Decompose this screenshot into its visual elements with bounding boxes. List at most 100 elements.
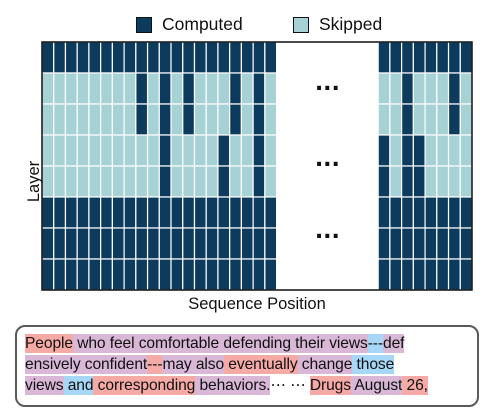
- heatmap-cell: [41, 258, 55, 291]
- heatmap-cell: [88, 134, 102, 167]
- heatmap-cell: [217, 134, 231, 167]
- heatmap-cell: [158, 196, 172, 229]
- heatmap-cell: [240, 227, 254, 260]
- heatmap-cell: [401, 103, 414, 136]
- heatmap-cell: [401, 134, 414, 167]
- heatmap-cell: [264, 258, 278, 291]
- heatmap-cell: [447, 258, 461, 291]
- heatmap-cell: [205, 72, 219, 105]
- heatmap-cell: [64, 165, 78, 198]
- heatmap-cell: [88, 41, 102, 74]
- heatmap-cell: [193, 41, 207, 74]
- heatmap-cell: [240, 134, 254, 167]
- heatmap-cell: [64, 227, 78, 260]
- heatmap-cell: [123, 196, 137, 229]
- heatmap-cell: [193, 258, 207, 291]
- heatmap-cell: [100, 165, 113, 198]
- heatmap-cell: [447, 134, 461, 167]
- heatmap-cell: [229, 103, 243, 136]
- heatmap-cell: [100, 227, 113, 260]
- heatmap-frame: [41, 41, 473, 291]
- heatmap-cell: [100, 103, 113, 136]
- heatmap-cell: [389, 134, 403, 167]
- heatmap-cell: [88, 165, 102, 198]
- heatmap-cell: [146, 196, 160, 229]
- y-axis-label: Layer: [25, 160, 44, 202]
- heatmap-cell: [240, 258, 254, 291]
- heatmap-cell: [240, 41, 254, 74]
- heatmap-cell: [41, 72, 55, 105]
- heatmap-cell: [229, 227, 243, 260]
- heatmap-cell: [252, 134, 266, 167]
- heatmap-cell: [76, 103, 90, 136]
- token: ---: [367, 334, 383, 353]
- heatmap-cell: [182, 227, 196, 260]
- heatmap-cell: [158, 72, 172, 105]
- heatmap-cell: [135, 196, 149, 229]
- gap-ellipsis: ...: [315, 71, 340, 96]
- heatmap-cell: [170, 227, 184, 260]
- heatmap-cell: [412, 103, 426, 136]
- heatmap-cell: [459, 227, 473, 260]
- gap-ellipsis: ...: [315, 219, 340, 244]
- heatmap-cell: [252, 72, 266, 105]
- token: eventually: [224, 355, 298, 374]
- heatmap-cell: [264, 41, 278, 74]
- legend-label-skipped: Skipped: [319, 14, 383, 34]
- heatmap-cell: [41, 41, 55, 74]
- gap-ellipsis: ...: [315, 147, 340, 172]
- heatmap-cell: [412, 134, 426, 167]
- heatmap-cell: [424, 103, 438, 136]
- heatmap-cell: [264, 165, 278, 198]
- heatmap-cell: [76, 196, 90, 229]
- heatmap-cell: [53, 72, 67, 105]
- heatmap-cell: [182, 165, 196, 198]
- heatmap-cell: [217, 258, 231, 291]
- heatmap-cell: [436, 103, 450, 136]
- heatmap-cell: [135, 258, 149, 291]
- heatmap-cell: [205, 103, 219, 136]
- heatmap-cell: [53, 134, 67, 167]
- heatmap-cell: [123, 258, 137, 291]
- heatmap-cell: [53, 41, 67, 74]
- heatmap-cell: [447, 72, 461, 105]
- heatmap-cell: [424, 72, 438, 105]
- heatmap-gap: [277, 42, 378, 290]
- heatmap-cell: [158, 134, 172, 167]
- heatmap-cell: [170, 72, 184, 105]
- heatmap-cell: [252, 41, 266, 74]
- heatmap-cell: [170, 41, 184, 74]
- heatmap-cell: [193, 227, 207, 260]
- heatmap-cell: [170, 165, 184, 198]
- heatmap-cell: [182, 41, 196, 74]
- heatmap-cell: [146, 103, 160, 136]
- heatmap-cell: [389, 165, 403, 198]
- token-line: ensively confident---may also eventually…: [25, 354, 469, 375]
- heatmap-cell: [436, 72, 450, 105]
- heatmap-cell: [424, 258, 438, 291]
- heatmap-cell: [76, 134, 90, 167]
- heatmap-cell: [240, 103, 254, 136]
- heatmap-cell: [53, 227, 67, 260]
- heatmap-cell: [88, 103, 102, 136]
- heatmap-cell: [459, 41, 473, 74]
- heatmap-cell: [377, 134, 391, 167]
- token: corresponding: [93, 376, 196, 395]
- heatmap-cell: [205, 227, 219, 260]
- token-line: People who feel comfortable defending th…: [25, 333, 469, 354]
- heatmap-cell: [240, 196, 254, 229]
- token: who feel comfortable defending their vie…: [72, 334, 368, 353]
- heatmap-cell: [401, 165, 414, 198]
- token: def: [383, 334, 405, 353]
- heatmap-cell: [146, 134, 160, 167]
- heatmap-cell: [64, 103, 78, 136]
- heatmap-cell: [205, 134, 219, 167]
- heatmap-cell: [135, 103, 149, 136]
- heatmap-cell: [377, 196, 391, 229]
- heatmap-cell: [182, 196, 196, 229]
- heatmap-cell: [100, 258, 113, 291]
- heatmap-cell: [264, 72, 278, 105]
- heatmap-cell: [217, 165, 231, 198]
- heatmap-cell: [447, 41, 461, 74]
- heatmap-cell: [436, 196, 450, 229]
